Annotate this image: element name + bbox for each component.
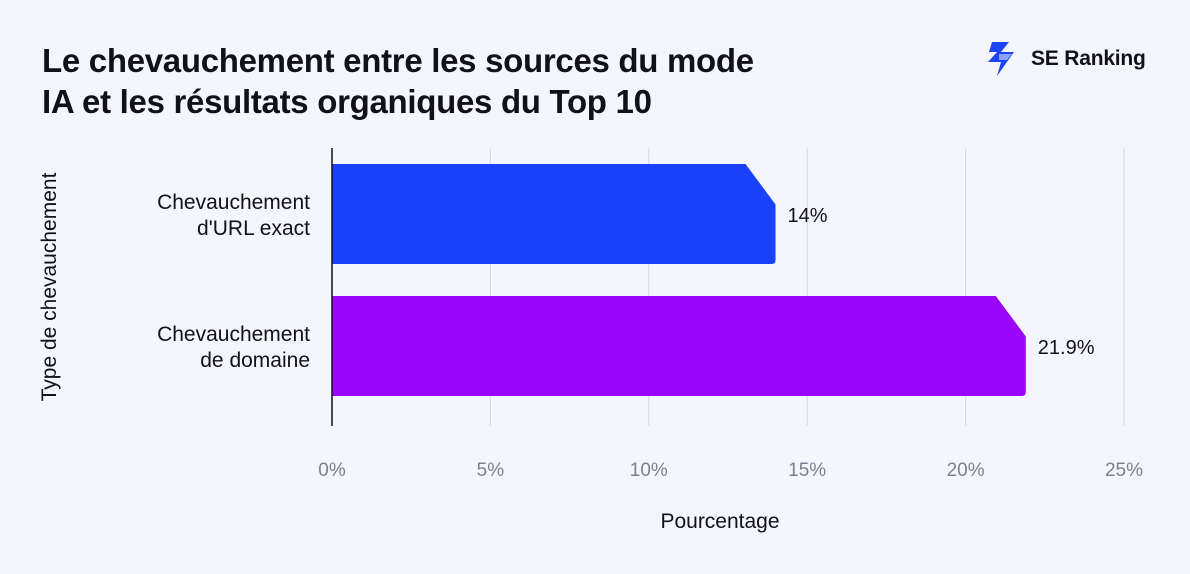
bar xyxy=(332,296,1026,396)
chart-text: 0% 5% 10% 15% 20% 25% 14% Chevauchement d'URL ex… xyxy=(157,191,1143,481)
category-label: Chevauchement de domaine xyxy=(157,323,310,372)
x-tick-label: 20% xyxy=(947,460,985,481)
se-ranking-logo-icon xyxy=(988,42,1014,76)
chart-title-line-2: IA et les résultats organiques du Top 10 xyxy=(42,83,652,120)
x-tick-label: 10% xyxy=(630,460,668,481)
bar xyxy=(332,164,776,264)
bars xyxy=(332,164,1026,396)
bar-value-label: 14% xyxy=(788,205,828,227)
x-tick-label: 15% xyxy=(788,460,826,481)
x-tick-label: 5% xyxy=(477,460,505,481)
bar-value-label: 21.9% xyxy=(1038,337,1095,359)
brand-name: SE Ranking xyxy=(1031,47,1146,70)
chart-title-line-1: Le chevauchement entre les sources du mo… xyxy=(42,42,754,79)
category-label: Chevauchement d'URL exact xyxy=(157,191,310,240)
x-tick-label: 25% xyxy=(1105,460,1143,481)
chart-title: Le chevauchement entre les sources du mo… xyxy=(42,40,902,122)
x-tick-label: 0% xyxy=(318,460,346,481)
y-axis-title: Type de chevauchement xyxy=(38,172,61,401)
brand-logo: SE Ranking xyxy=(985,40,1146,78)
x-axis-title: Pourcentage xyxy=(660,510,779,533)
